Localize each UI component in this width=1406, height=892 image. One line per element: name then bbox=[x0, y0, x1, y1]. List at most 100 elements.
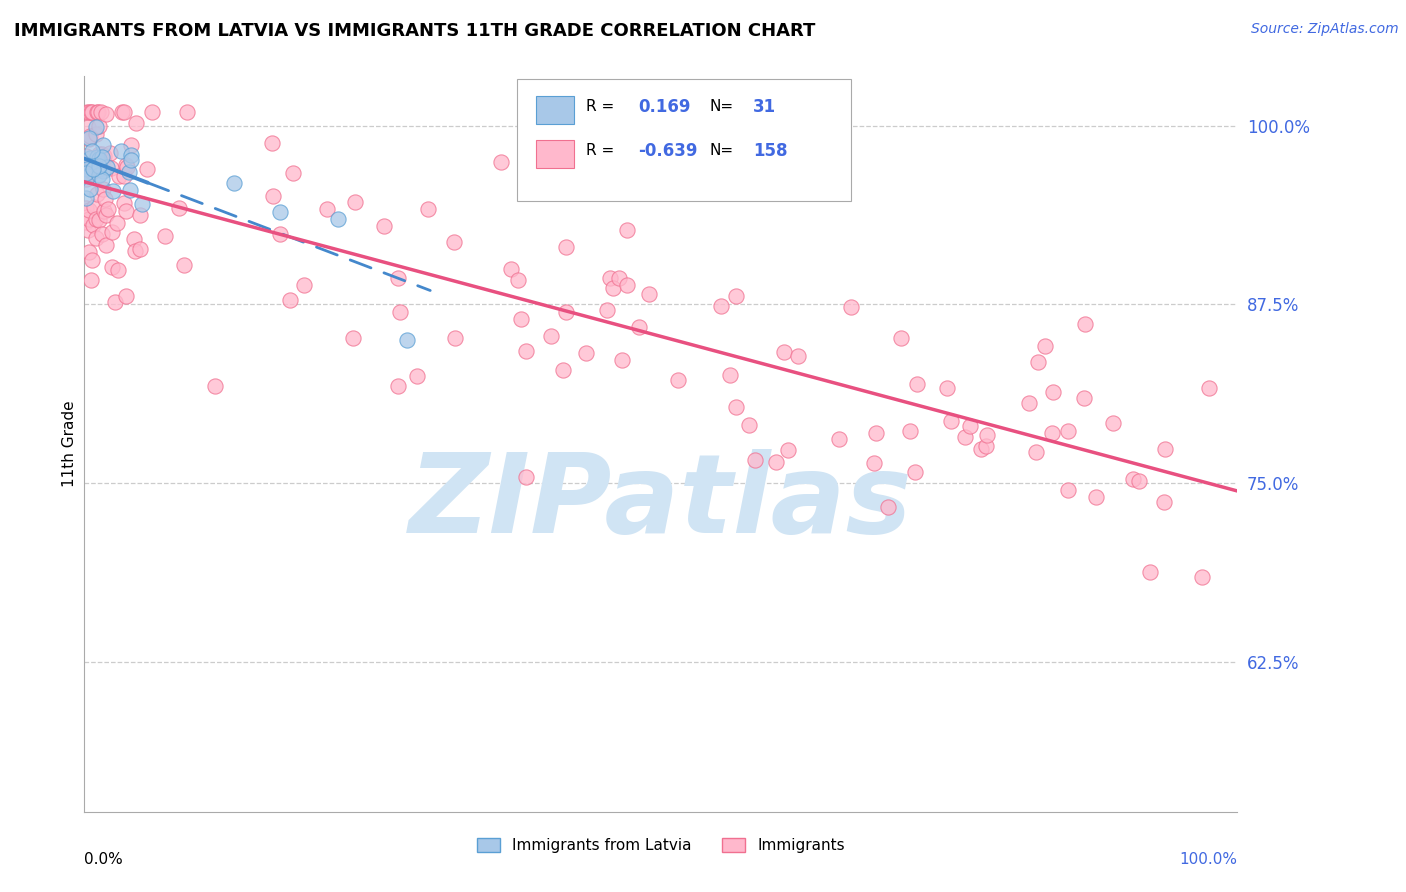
Point bbox=[863, 456, 886, 470]
Bar bbox=[536, 140, 575, 168]
Point bbox=[93, 203, 115, 218]
Point bbox=[499, 261, 522, 276]
Point bbox=[839, 300, 862, 314]
Point bbox=[82, 144, 104, 158]
Point bbox=[141, 104, 163, 119]
Point bbox=[120, 183, 142, 197]
Point bbox=[936, 381, 959, 395]
Point bbox=[828, 432, 851, 446]
Point bbox=[114, 157, 136, 171]
Point bbox=[96, 202, 118, 217]
Point bbox=[75, 190, 97, 204]
Point bbox=[115, 203, 138, 218]
Point bbox=[710, 299, 733, 313]
Point bbox=[1122, 472, 1144, 486]
Point bbox=[84, 120, 107, 134]
Point bbox=[96, 209, 118, 223]
Point bbox=[77, 202, 100, 217]
Text: R =: R = bbox=[586, 144, 614, 159]
Point bbox=[1042, 384, 1064, 399]
Y-axis label: 11th Grade: 11th Grade bbox=[62, 401, 77, 487]
Point bbox=[94, 238, 117, 252]
Point bbox=[204, 379, 226, 393]
Point bbox=[616, 278, 638, 293]
Point bbox=[104, 295, 127, 310]
Point bbox=[1128, 474, 1150, 488]
Point bbox=[510, 311, 533, 326]
Point bbox=[79, 244, 101, 259]
Point bbox=[77, 130, 100, 145]
Point bbox=[262, 136, 284, 150]
Point bbox=[82, 164, 104, 178]
Point bbox=[80, 104, 103, 119]
Point bbox=[515, 343, 537, 358]
Point bbox=[101, 225, 124, 239]
Point bbox=[76, 104, 98, 119]
Point bbox=[75, 165, 97, 179]
Point bbox=[877, 500, 900, 515]
Point bbox=[87, 152, 110, 166]
Point bbox=[1191, 570, 1213, 584]
Point bbox=[75, 171, 97, 186]
Point bbox=[551, 362, 574, 376]
Point bbox=[93, 149, 115, 163]
Point bbox=[1198, 381, 1220, 395]
Point bbox=[87, 161, 110, 176]
Point bbox=[396, 333, 419, 347]
Text: -0.639: -0.639 bbox=[638, 142, 697, 160]
Point bbox=[173, 258, 195, 272]
Point bbox=[115, 161, 138, 175]
Point bbox=[443, 235, 465, 249]
Point bbox=[1102, 416, 1125, 430]
Point bbox=[765, 455, 787, 469]
Point bbox=[1074, 318, 1097, 332]
Point bbox=[107, 262, 129, 277]
Point bbox=[1025, 444, 1047, 458]
Point bbox=[101, 184, 124, 198]
Point bbox=[136, 162, 159, 177]
Point bbox=[90, 150, 112, 164]
Bar bbox=[536, 95, 575, 124]
Point bbox=[110, 144, 132, 158]
Point bbox=[389, 305, 412, 319]
Point bbox=[405, 369, 427, 384]
Point bbox=[129, 242, 152, 256]
Point bbox=[744, 453, 766, 467]
Point bbox=[90, 104, 112, 119]
Point bbox=[86, 150, 108, 164]
Point bbox=[616, 223, 638, 237]
Point bbox=[281, 166, 304, 180]
Text: 158: 158 bbox=[754, 142, 787, 160]
Point bbox=[939, 414, 962, 428]
Point bbox=[107, 216, 129, 230]
Point bbox=[1139, 565, 1161, 579]
Point bbox=[79, 128, 101, 143]
Point bbox=[176, 104, 198, 119]
Point bbox=[1026, 355, 1049, 369]
Point bbox=[75, 201, 97, 215]
Point bbox=[120, 153, 142, 168]
Text: 0.0%: 0.0% bbox=[84, 852, 124, 867]
Text: ZIPatlas: ZIPatlas bbox=[409, 450, 912, 556]
Point bbox=[91, 182, 114, 196]
Point bbox=[122, 232, 145, 246]
Point bbox=[86, 104, 108, 119]
Point bbox=[76, 169, 98, 184]
Point bbox=[269, 227, 291, 241]
Point bbox=[1040, 425, 1063, 440]
Point bbox=[76, 211, 98, 225]
Point bbox=[599, 271, 621, 285]
Point bbox=[96, 160, 118, 174]
Point bbox=[112, 104, 135, 119]
Point bbox=[124, 244, 146, 258]
Point bbox=[738, 417, 761, 432]
Point bbox=[1153, 495, 1175, 509]
Point bbox=[262, 189, 284, 203]
Point bbox=[668, 373, 690, 387]
Point bbox=[596, 303, 619, 318]
Text: 31: 31 bbox=[754, 98, 776, 116]
Point bbox=[489, 154, 512, 169]
Point bbox=[959, 418, 981, 433]
Point bbox=[953, 430, 976, 444]
Point bbox=[444, 331, 467, 345]
